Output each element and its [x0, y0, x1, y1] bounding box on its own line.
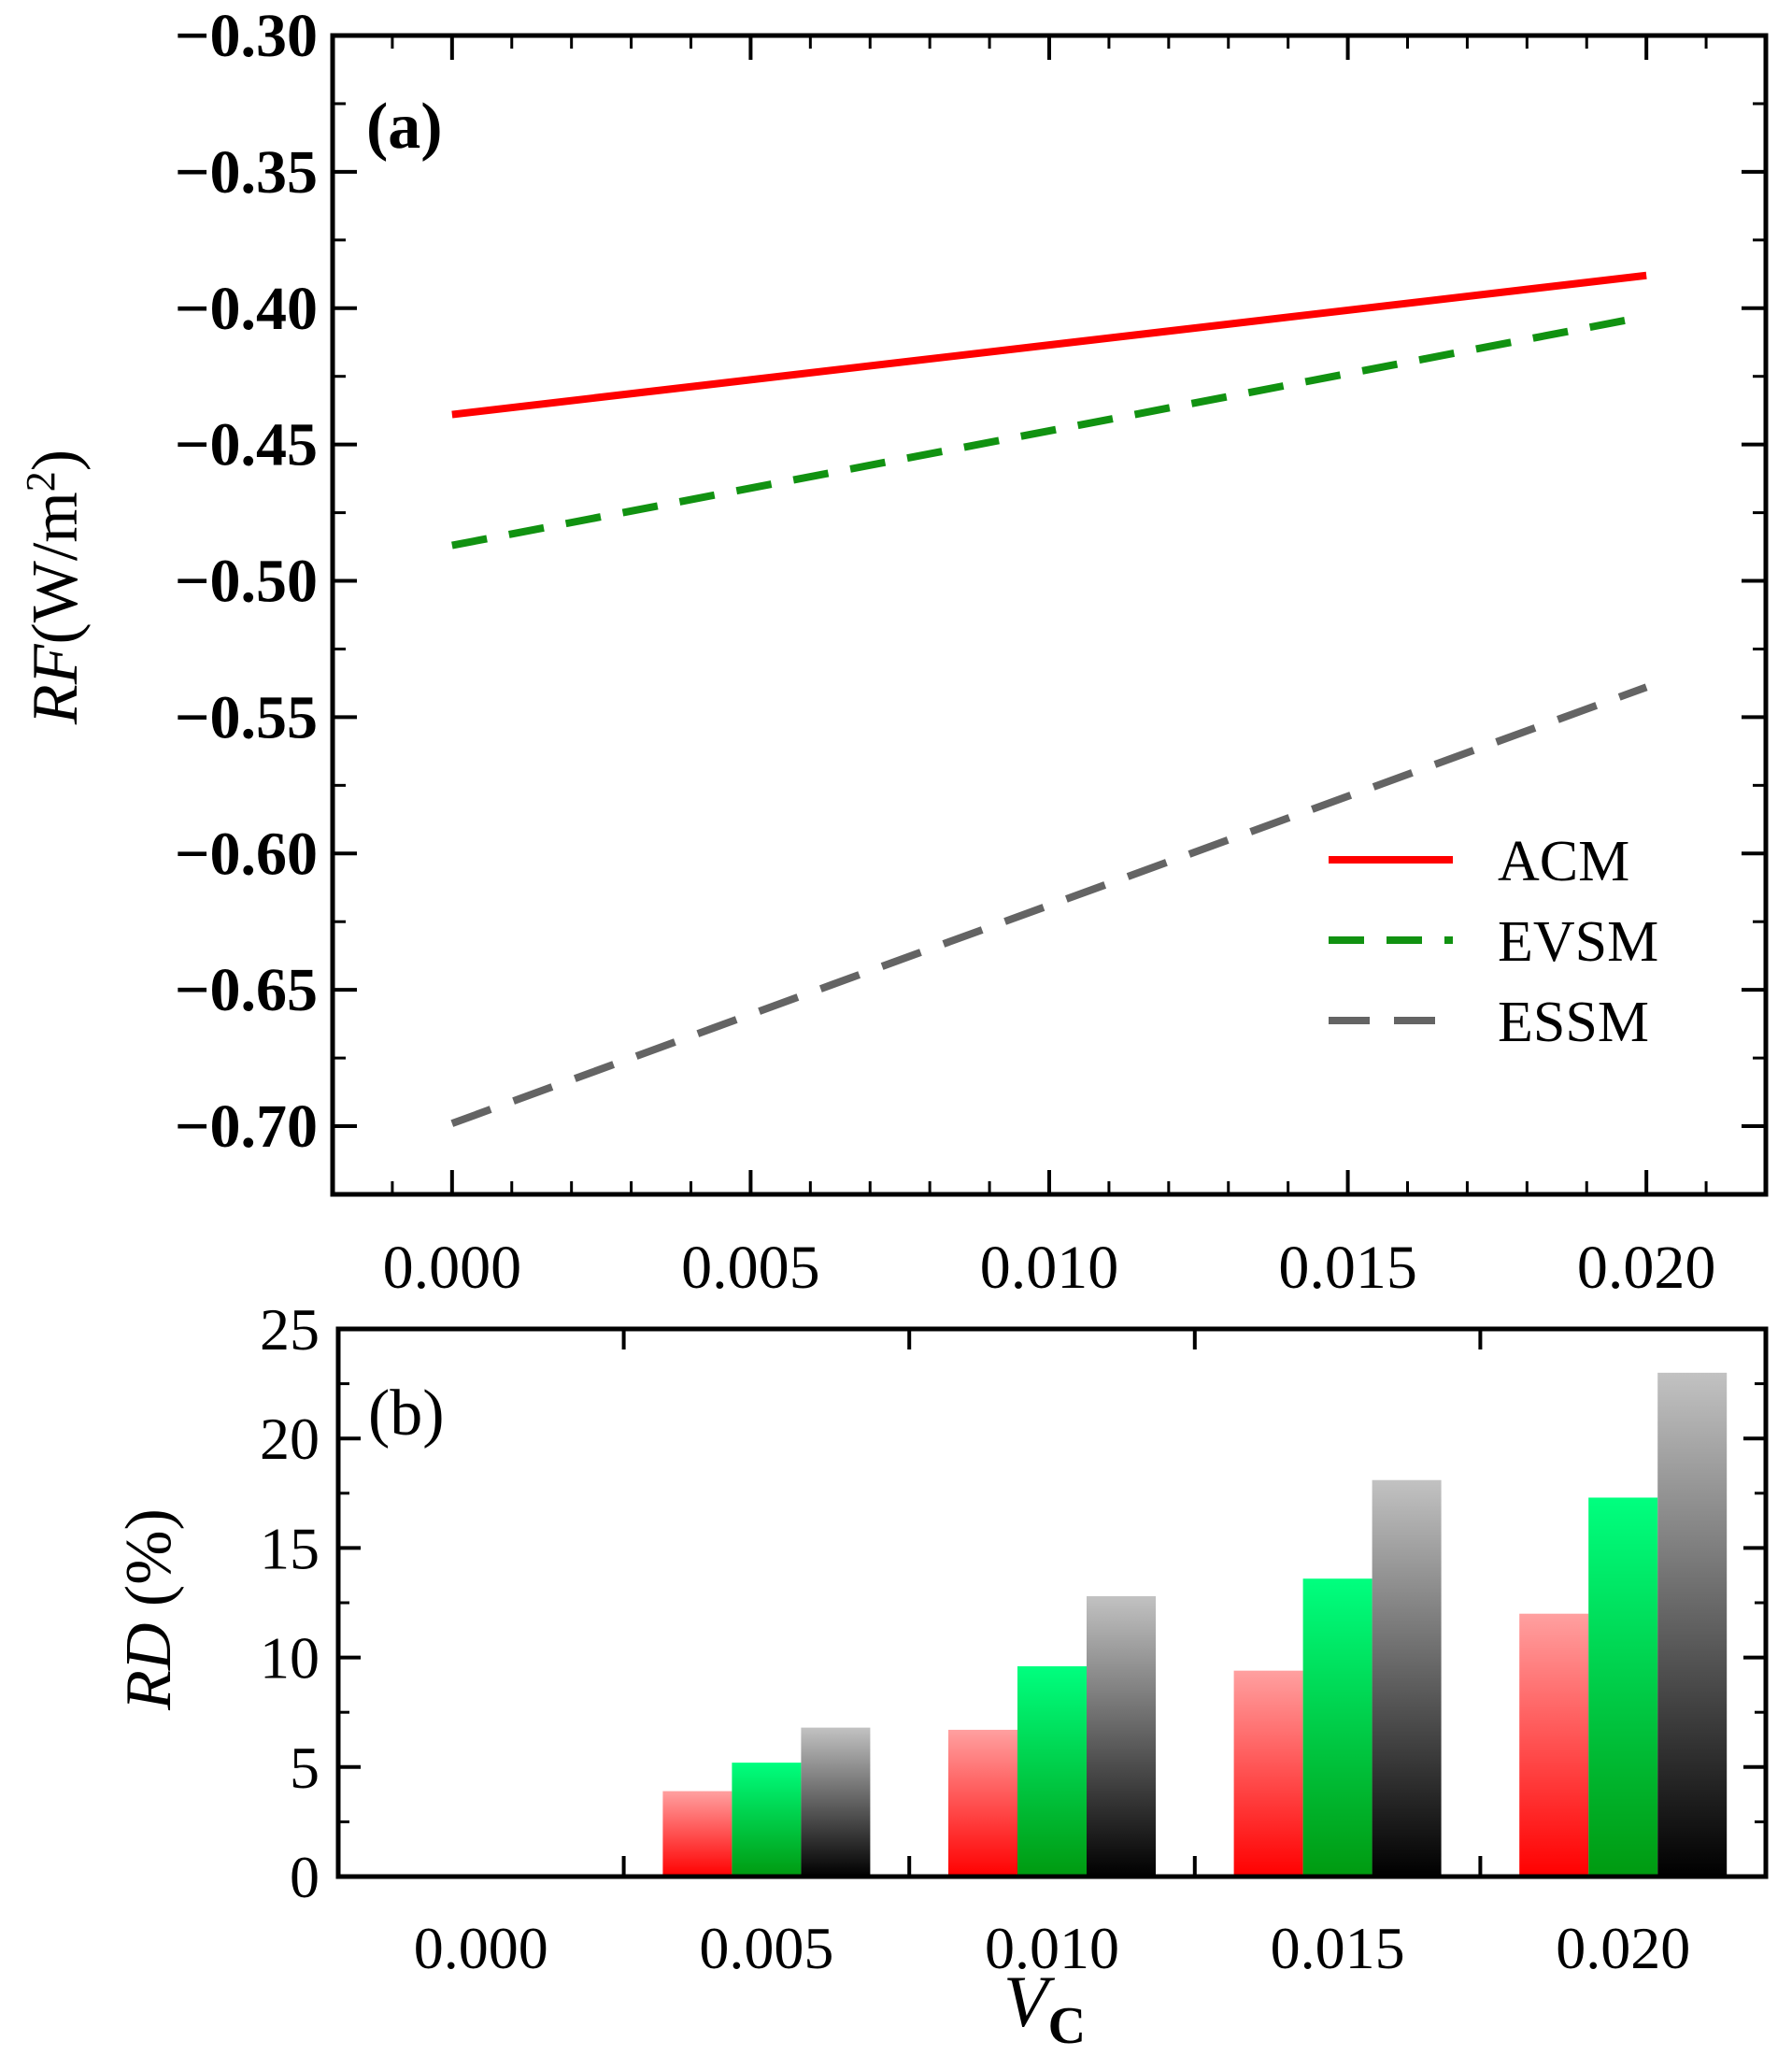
bar-acm-0.015 [1233, 1670, 1303, 1877]
panel-a-line-chart: 0.000 0.005 0.010 0.015 0.020 −0.30 −0.35 −0.4… [18, 2, 1769, 1302]
b-x-tick-label: 0.020 [1556, 1915, 1690, 1981]
a-y-tick-label: −0.40 [175, 275, 318, 343]
legend-label-acm: ACM [1498, 830, 1629, 893]
a-x-tick-label: 0.005 [681, 1234, 820, 1302]
a-y-tick-label: −0.35 [175, 138, 318, 207]
a-y-tick-label: −0.65 [175, 956, 318, 1024]
panel-b-bars [662, 1372, 1728, 1877]
bar-acm-0.005 [662, 1791, 732, 1877]
b-x-tick-label: 0.015 [1271, 1915, 1405, 1981]
panel-b-xlabel-main: V [1003, 1961, 1056, 2042]
panel-b-x-tick-labels: 0.000 0.005 0.010 0.015 0.020 [414, 1915, 1690, 1981]
b-y-tick-label: 15 [260, 1515, 320, 1581]
a-y-tick-label: −0.45 [175, 411, 318, 479]
panel-b-ylabel-rest: (%) [113, 1508, 185, 1622]
b-y-tick-label: 0 [290, 1844, 320, 1910]
b-x-tick-label: 0.000 [414, 1915, 548, 1981]
bar-essm-0.010 [1087, 1595, 1156, 1877]
panel-b-bar-chart: 0.000 0.005 0.010 0.015 0.020 0 5 10 15 20 25 (b)… [113, 1296, 1769, 2055]
a-x-tick-label: 0.010 [980, 1234, 1119, 1302]
bar-essm-0.015 [1372, 1479, 1442, 1877]
b-x-tick-label: 0.005 [699, 1915, 833, 1981]
b-x-tick-label: 0.010 [985, 1915, 1119, 1981]
panel-b-xlabel-sub: C [1048, 1997, 1086, 2055]
panel-a-ylabel-close: ) [20, 450, 92, 471]
a-y-tick-label: −0.55 [175, 683, 318, 751]
bar-acm-0.020 [1519, 1613, 1589, 1877]
b-y-tick-label: 25 [260, 1296, 320, 1363]
bar-evsm-0.010 [1017, 1665, 1087, 1877]
bar-evsm-0.005 [732, 1763, 802, 1877]
panel-b-ylabel-italic: RD [113, 1623, 185, 1711]
panel-b-label: (b) [368, 1378, 445, 1449]
bar-essm-0.020 [1657, 1372, 1728, 1877]
legend-label-essm: ESSM [1498, 991, 1649, 1054]
panel-a-ylabel-italic: RF [20, 643, 92, 725]
series-line-essm [450, 683, 1648, 1127]
panel-a-y-tick-labels: −0.30 −0.35 −0.40 −0.45 −0.50 −0.55 −0.60 −0.65… [175, 2, 318, 1161]
panel-b-axes [335, 1326, 1769, 1879]
series-line-acm [451, 271, 1647, 419]
a-y-tick-label: −0.50 [175, 548, 318, 616]
a-x-tick-label: 0.015 [1278, 1234, 1417, 1302]
b-y-tick-label: 10 [260, 1625, 320, 1692]
a-y-tick-label: −0.70 [175, 1092, 318, 1161]
panel-a-ticks [331, 34, 1768, 1196]
bar-essm-0.005 [801, 1727, 871, 1877]
legend-label-evsm: EVSM [1498, 910, 1658, 974]
panel-a-label: (a) [366, 91, 443, 163]
bar-acm-0.010 [948, 1729, 1017, 1877]
panel-a-ylabel-sup: 2 [18, 471, 64, 492]
a-y-tick-label: −0.30 [175, 2, 318, 70]
panel-a-x-tick-labels: 0.000 0.005 0.010 0.015 0.020 [383, 1234, 1716, 1302]
panel-a-y-axis-title: RF(W/m2) [18, 450, 92, 725]
a-y-tick-label: −0.60 [175, 820, 318, 888]
panel-a-series-lines [450, 271, 1648, 1127]
b-y-tick-label: 5 [290, 1735, 320, 1801]
bar-evsm-0.020 [1588, 1497, 1658, 1877]
a-x-tick-label: 0.000 [383, 1234, 522, 1302]
panel-a-legend: ACM EVSM ESSM [1329, 830, 1658, 1054]
series-line-evsm [451, 312, 1647, 550]
panel-a-ylabel-unit: (W/m [20, 492, 92, 644]
b-y-tick-label: 20 [260, 1406, 320, 1472]
bar-evsm-0.015 [1302, 1578, 1372, 1877]
panel-b-x-axis-title: VC [1003, 1961, 1086, 2055]
a-x-tick-label: 0.020 [1577, 1234, 1716, 1302]
panel-b-y-axis-title: RD (%) [113, 1508, 185, 1711]
panel-b-y-tick-labels: 0 5 10 15 20 25 [260, 1296, 320, 1910]
